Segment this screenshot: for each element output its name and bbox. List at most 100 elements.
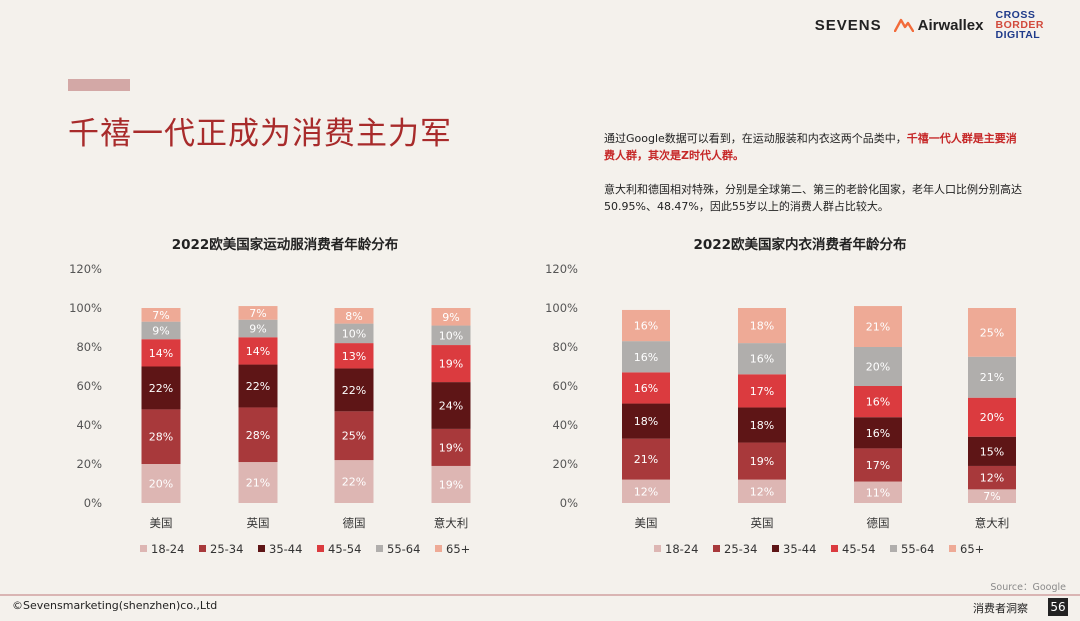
- y-tick-label: 60%: [76, 379, 102, 393]
- y-tick-label: 20%: [552, 457, 578, 471]
- data-label: 18%: [750, 320, 774, 333]
- bar-segment: [141, 339, 181, 367]
- legend-label: 35-44: [269, 542, 302, 556]
- bar-segment: [854, 417, 902, 449]
- legend-swatch: [772, 545, 779, 552]
- bar-segment: [141, 464, 181, 503]
- source-note: Source：Google: [990, 582, 1066, 593]
- bar-segment: [968, 356, 1016, 398]
- bar-segment: [622, 479, 670, 503]
- data-label: 25%: [980, 326, 1004, 339]
- legend-swatch: [317, 545, 324, 552]
- y-tick-label: 80%: [76, 340, 102, 354]
- page-number: 56: [1048, 598, 1068, 616]
- data-label: 24%: [439, 400, 463, 413]
- description: 通过Google数据可以看到，在运动服装和内衣这两个品类中，千禧一代人群是主要消…: [604, 130, 1024, 215]
- data-label: 19%: [439, 478, 463, 491]
- data-label: 21%: [866, 321, 890, 334]
- legend-swatch: [199, 545, 206, 552]
- data-label: 16%: [866, 427, 890, 440]
- bar-segment: [334, 460, 374, 503]
- bar-segment: [334, 368, 374, 412]
- data-label: 12%: [750, 485, 774, 498]
- data-label: 18%: [634, 415, 658, 428]
- data-label: 18%: [750, 419, 774, 432]
- chart-title-sportswear: 2022欧美国家运动服消费者年龄分布: [171, 237, 399, 253]
- legend-label: 18-24: [665, 542, 698, 556]
- legend-label: 55-64: [387, 542, 420, 556]
- x-category-label: 美国: [150, 516, 173, 530]
- data-label: 21%: [246, 477, 270, 490]
- data-label: 20%: [866, 361, 890, 374]
- legend-label: 65+: [960, 542, 984, 556]
- bar-segment: [431, 308, 471, 326]
- y-tick-label: 0%: [84, 496, 102, 510]
- legend-label: 55-64: [901, 542, 934, 556]
- data-label: 17%: [750, 385, 774, 398]
- data-label: 16%: [634, 320, 658, 333]
- bar-segment: [854, 448, 902, 482]
- bar-segment: [141, 366, 181, 410]
- legend-swatch: [140, 545, 147, 552]
- data-label: 28%: [149, 431, 173, 444]
- y-tick-label: 40%: [76, 418, 102, 432]
- bar-segment: [334, 411, 374, 461]
- bar-segment: [622, 438, 670, 480]
- y-tick-label: 120%: [545, 262, 578, 276]
- bar-segment: [141, 321, 181, 340]
- legend-label: 45-54: [842, 542, 875, 556]
- data-label: 20%: [149, 478, 173, 491]
- description-highlight: 千禧一代人群是主要消费人群，其次是Z时代人群。: [604, 132, 1017, 162]
- data-label: 12%: [634, 485, 658, 498]
- x-category-label: 英国: [751, 516, 774, 530]
- bar-segment: [431, 465, 471, 503]
- y-tick-label: 100%: [69, 301, 102, 315]
- data-label: 9%: [249, 322, 266, 335]
- data-label: 19%: [439, 441, 463, 454]
- bar-segment: [141, 308, 181, 322]
- bar-segment: [968, 308, 1016, 357]
- data-label: 8%: [345, 310, 362, 323]
- y-tick-label: 40%: [552, 418, 578, 432]
- bar-segment: [854, 481, 902, 503]
- bar-segment: [334, 308, 374, 324]
- bar-segment: [238, 462, 278, 503]
- x-category-label: 英国: [247, 516, 270, 530]
- data-label: 7%: [152, 309, 169, 322]
- bar-segment: [238, 407, 278, 463]
- data-label: 16%: [634, 351, 658, 364]
- data-label: 13%: [342, 350, 366, 363]
- bar-segment: [854, 306, 902, 347]
- bar-segment: [431, 345, 471, 383]
- data-label: 21%: [634, 453, 658, 466]
- x-category-label: 德国: [343, 516, 366, 530]
- title-accent-bar: [68, 79, 130, 91]
- legend-swatch: [949, 545, 956, 552]
- y-tick-label: 120%: [69, 262, 102, 276]
- data-label: 11%: [866, 486, 890, 499]
- bar-segment: [431, 325, 471, 346]
- bar-segment: [431, 382, 471, 429]
- legend-label: 25-34: [724, 542, 757, 556]
- data-label: 9%: [442, 311, 459, 324]
- data-label: 16%: [866, 396, 890, 409]
- bar-segment: [238, 364, 278, 408]
- bar-segment: [968, 489, 1016, 503]
- data-label: 22%: [149, 382, 173, 395]
- copyright-text: ©Sevensmarketing(shenzhen)co.,Ltd: [12, 599, 218, 612]
- bar-segment: [622, 372, 670, 404]
- x-category-label: 美国: [635, 516, 658, 530]
- data-label: 22%: [246, 380, 270, 393]
- data-label: 22%: [342, 384, 366, 397]
- bar-segment: [141, 409, 181, 464]
- y-tick-label: 20%: [76, 457, 102, 471]
- legend-swatch: [713, 545, 720, 552]
- data-label: 7%: [249, 307, 266, 320]
- bar-segment: [622, 403, 670, 439]
- y-tick-label: 60%: [552, 379, 578, 393]
- legend-swatch: [258, 545, 265, 552]
- data-label: 15%: [980, 445, 1004, 458]
- bar-segment: [238, 306, 278, 320]
- bar-segment: [738, 479, 786, 503]
